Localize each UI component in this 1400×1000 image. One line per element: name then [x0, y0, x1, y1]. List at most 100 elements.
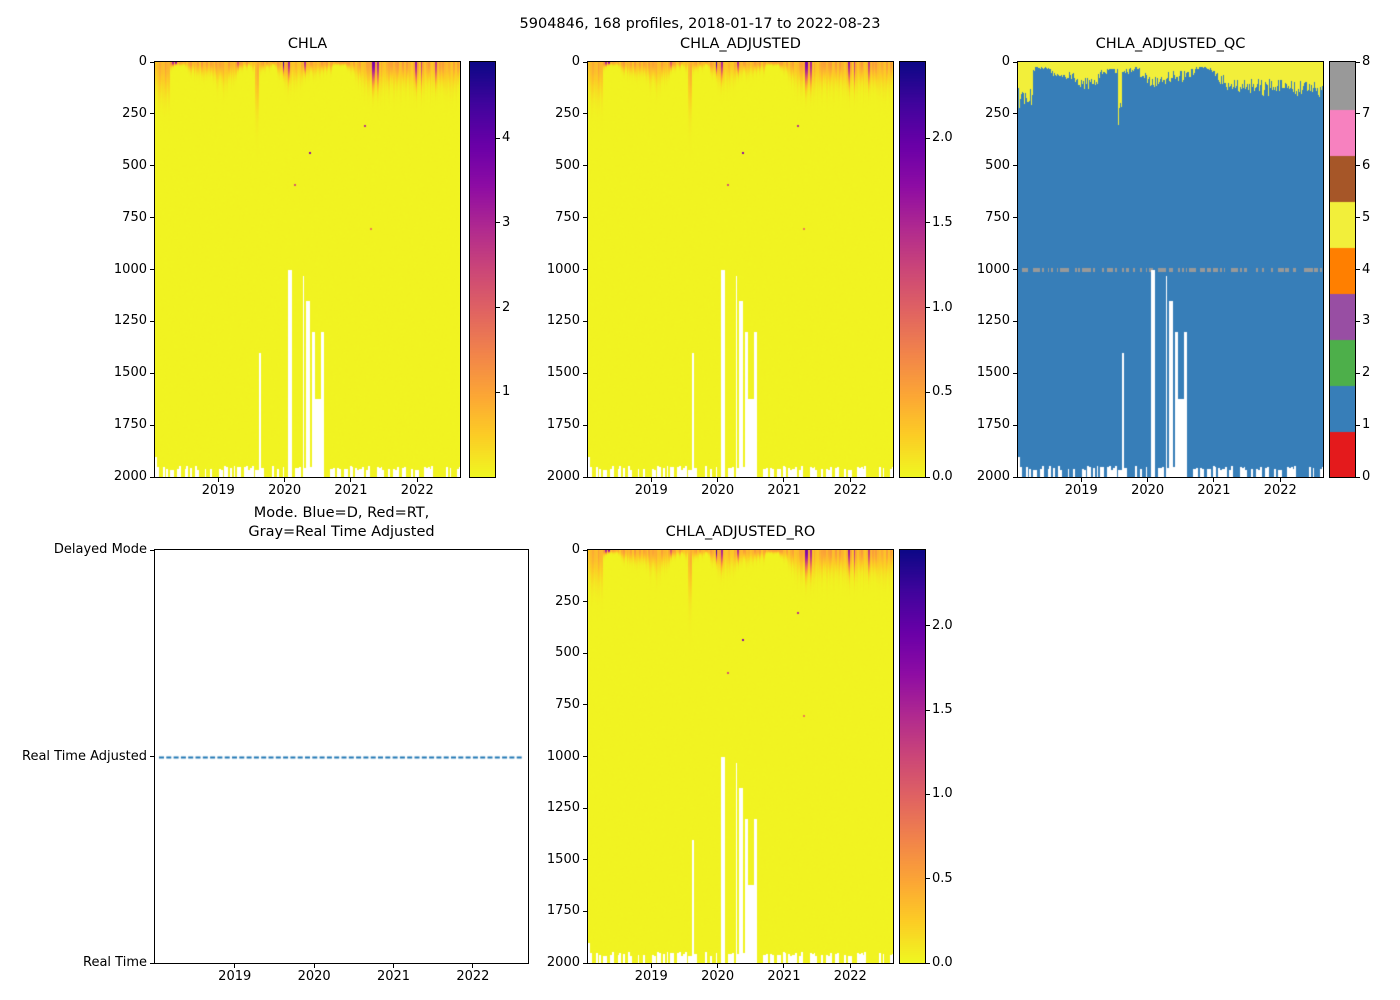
y-tick-mark	[583, 113, 587, 115]
y-tick-mark	[150, 113, 154, 115]
y-tick-mark	[583, 61, 587, 63]
subplot-title-chla-adjusted-qc: CHLA_ADJUSTED_QC	[1095, 36, 1246, 52]
colorbar-tick-label: 6	[1362, 157, 1371, 173]
subplot-title-chla: CHLA	[287, 36, 328, 52]
y-tick-label: 1000	[976, 261, 1010, 277]
colorbar-tick-mark	[1356, 320, 1360, 322]
y-tick-mark	[1013, 165, 1017, 167]
colorbar-tick-mark	[1356, 424, 1360, 426]
colorbar-tick-label: 1	[502, 384, 511, 400]
y-tick-mark	[583, 807, 587, 809]
chla-adjusted-qc-colorbar	[1329, 61, 1356, 478]
colorbar-tick-mark	[496, 391, 500, 393]
x-tick-mark	[1080, 478, 1082, 482]
y-tick-label: 1750	[546, 903, 580, 919]
figure-suptitle: 5904846, 168 profiles, 2018-01-17 to 202…	[519, 16, 881, 32]
y-tick-label: 1000	[113, 261, 147, 277]
colorbar-tick-label: 3	[1362, 313, 1371, 329]
x-tick-mark	[313, 964, 315, 968]
colorbar-tick-mark	[1356, 476, 1360, 478]
x-tick-label: 2019	[201, 483, 235, 498]
x-tick-mark	[1147, 478, 1149, 482]
y-tick-label: Delayed Mode	[53, 542, 147, 557]
y-tick-label: 1250	[976, 313, 1010, 329]
x-tick-mark	[1279, 478, 1281, 482]
y-tick-mark	[583, 859, 587, 861]
colorbar-tick-label: 4	[502, 130, 511, 146]
x-tick-label: 2019	[1064, 483, 1098, 498]
y-tick-mark	[1013, 372, 1017, 374]
y-tick-mark	[583, 910, 587, 912]
colorbar-tick-label: 0	[1362, 469, 1371, 484]
colorbar-tick-label: 2.0	[932, 617, 953, 633]
colorbar-tick-mark	[926, 709, 930, 711]
x-tick-label: 2021	[334, 483, 368, 498]
chla-adjusted-ro-heatmap	[587, 549, 894, 964]
y-tick-mark	[583, 165, 587, 167]
y-tick-label: 250	[555, 105, 580, 121]
y-tick-mark	[1013, 113, 1017, 115]
y-tick-mark	[1013, 269, 1017, 270]
subplot-title-chla-adjusted-ro: CHLA_ADJUSTED_RO	[665, 524, 816, 540]
x-tick-label: 2021	[376, 969, 411, 984]
x-tick-label: 2022	[400, 483, 434, 498]
colorbar-tick-mark	[926, 625, 930, 627]
mode-line-plot	[154, 549, 529, 964]
colorbar-tick-label: 1.0	[932, 786, 953, 802]
x-tick-mark	[416, 478, 418, 482]
y-tick-label: 2000	[546, 955, 580, 970]
x-tick-label: 2022	[833, 483, 867, 498]
y-tick-mark	[583, 549, 587, 551]
y-tick-label: 1000	[546, 748, 580, 764]
y-tick-mark	[150, 962, 154, 964]
chla-heatmap	[154, 61, 461, 478]
y-tick-mark	[583, 476, 587, 478]
chla-adjusted-heatmap	[587, 61, 894, 478]
colorbar-tick-label: 4	[1362, 261, 1371, 277]
y-tick-mark	[583, 372, 587, 374]
x-tick-label: 2019	[634, 483, 668, 498]
y-tick-label: 0	[571, 54, 580, 69]
chla-adjusted-ro-colorbar	[899, 549, 926, 964]
colorbar-tick-mark	[926, 307, 930, 309]
colorbar-tick-mark	[926, 476, 930, 478]
x-tick-label: 2020	[297, 969, 331, 984]
colorbar-tick-label: 2.0	[932, 130, 953, 146]
colorbar-tick-mark	[926, 878, 930, 880]
colorbar-tick-mark	[926, 962, 930, 964]
y-tick-label: 500	[122, 157, 147, 173]
colorbar-tick-label: 0.0	[932, 955, 953, 970]
x-tick-label: 2021	[767, 969, 801, 984]
x-tick-mark	[717, 964, 719, 968]
y-tick-mark	[150, 424, 154, 426]
y-tick-label: 1500	[546, 365, 580, 381]
colorbar-tick-mark	[1356, 217, 1360, 219]
colorbar-tick-label: 0.0	[932, 469, 953, 484]
colorbar-tick-label: 1	[1362, 417, 1371, 433]
x-tick-label: 2020	[701, 969, 735, 984]
y-tick-label: 1500	[546, 851, 580, 867]
x-tick-mark	[234, 964, 236, 968]
y-tick-label: 1500	[113, 365, 147, 381]
x-tick-label: 2022	[456, 969, 490, 984]
x-tick-label: 2019	[634, 969, 668, 984]
y-tick-mark	[583, 424, 587, 426]
y-tick-mark	[150, 476, 154, 478]
colorbar-tick-mark	[496, 307, 500, 309]
colorbar-tick-label: 3	[502, 214, 511, 230]
y-tick-label: 250	[555, 593, 580, 609]
y-tick-label: 250	[985, 105, 1010, 121]
colorbar-tick-mark	[1356, 269, 1360, 270]
y-tick-label: 2000	[113, 469, 147, 484]
y-tick-mark	[150, 165, 154, 167]
x-tick-mark	[783, 478, 785, 482]
colorbar-tick-label: 0.5	[932, 384, 953, 400]
x-tick-mark	[284, 478, 286, 482]
y-tick-label: 1750	[546, 417, 580, 433]
colorbar-tick-mark	[1356, 113, 1360, 115]
y-tick-label: 750	[122, 209, 147, 225]
y-tick-label: 1500	[976, 365, 1010, 381]
y-tick-label: 1250	[546, 313, 580, 329]
colorbar-tick-mark	[1356, 165, 1360, 167]
